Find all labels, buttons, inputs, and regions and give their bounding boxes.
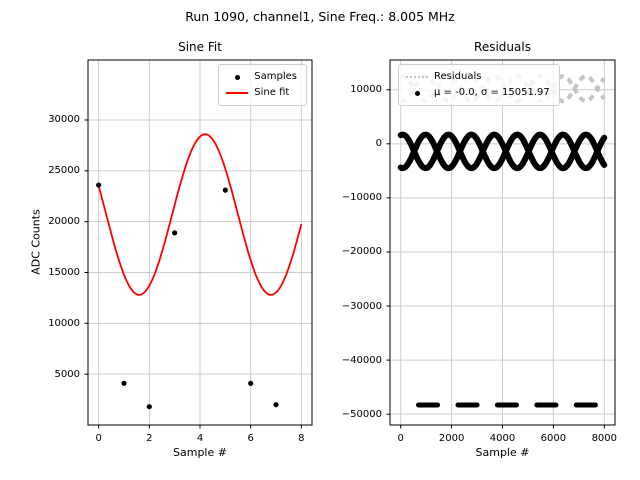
y-tick-label: −10000 bbox=[341, 192, 382, 204]
right-x-axis-label: Sample # bbox=[475, 446, 530, 459]
residuals-dotted-icon bbox=[405, 76, 429, 78]
legend-entry-mu-sigma: μ = -0.0, σ = 15051.97 bbox=[405, 85, 550, 101]
sine-fit-line bbox=[97, 133, 303, 296]
y-tick-label: 25000 bbox=[48, 165, 80, 177]
y-tick-label: −50000 bbox=[341, 408, 382, 420]
y-tick-label: 20000 bbox=[48, 216, 80, 228]
x-tick-label: 8000 bbox=[591, 433, 618, 444]
sample-point bbox=[273, 402, 279, 408]
y-tick-label: 10000 bbox=[350, 84, 382, 96]
sample-point bbox=[248, 380, 254, 386]
sine-fit-line-icon bbox=[225, 92, 249, 94]
legend-label-mu-sigma: μ = -0.0, σ = 15051.97 bbox=[434, 87, 550, 98]
mu-sigma-dot-icon bbox=[405, 90, 429, 96]
residuals-main-band bbox=[397, 131, 608, 172]
x-tick-label: 4000 bbox=[489, 433, 516, 444]
legend-label-samples: Samples bbox=[254, 71, 297, 82]
x-tick-label: 4 bbox=[196, 433, 204, 444]
x-tick-label: 6 bbox=[247, 433, 254, 444]
sample-point bbox=[146, 404, 152, 410]
y-tick-label: −30000 bbox=[341, 300, 382, 312]
sample-point bbox=[172, 230, 178, 236]
x-tick-label: 0 bbox=[397, 433, 404, 444]
legend-entry-samples: Samples bbox=[225, 69, 297, 85]
y-tick-label: 30000 bbox=[48, 114, 80, 126]
y-tick-label: 5000 bbox=[54, 368, 80, 380]
y-tick-label: 10000 bbox=[48, 317, 80, 329]
x-tick-label: 2000 bbox=[438, 433, 465, 444]
left-x-axis-label: Sample # bbox=[173, 446, 227, 459]
x-tick-label: 6000 bbox=[540, 433, 567, 444]
sample-point bbox=[222, 187, 228, 193]
right-legend: Residuals μ = -0.0, σ = 15051.97 bbox=[398, 64, 560, 106]
x-tick-label: 2 bbox=[146, 433, 153, 444]
left-plot-title: Sine Fit bbox=[178, 40, 222, 54]
right-plot-title: Residuals bbox=[474, 40, 531, 54]
y-tick-label: −40000 bbox=[341, 354, 382, 366]
sample-point bbox=[96, 182, 102, 188]
y-tick-label: −20000 bbox=[341, 246, 382, 258]
x-tick-label: 0 bbox=[95, 433, 102, 444]
legend-entry-sine-fit: Sine fit bbox=[225, 85, 297, 101]
samples-dot-icon bbox=[225, 74, 249, 80]
legend-label-residuals: Residuals bbox=[434, 71, 482, 82]
x-tick-label: 8 bbox=[298, 433, 305, 444]
y-tick-label: 15000 bbox=[48, 266, 80, 278]
figure-title: Run 1090, channel1, Sine Freq.: 8.005 MH… bbox=[185, 9, 455, 24]
legend-label-sine-fit: Sine fit bbox=[254, 87, 290, 98]
sample-point bbox=[121, 380, 127, 386]
legend-entry-residuals: Residuals bbox=[405, 69, 550, 85]
left-legend: Samples Sine fit bbox=[218, 64, 307, 106]
y-tick-label: 0 bbox=[375, 138, 382, 150]
residuals-main-band bbox=[397, 131, 608, 172]
